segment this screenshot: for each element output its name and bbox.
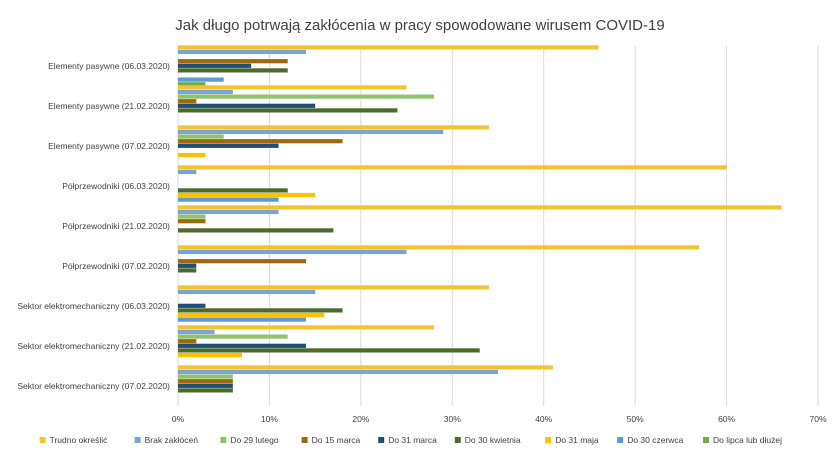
- bar: [178, 388, 233, 393]
- bar: [178, 77, 224, 82]
- bar: [178, 99, 197, 104]
- legend-label: Do 29 lutego: [230, 435, 278, 445]
- bar: [178, 125, 489, 130]
- bar: [178, 289, 316, 295]
- bar: [178, 85, 407, 90]
- bar: [178, 365, 553, 370]
- legend-label: Do 31 maja: [555, 435, 599, 445]
- bar: [178, 334, 288, 339]
- bar: [178, 143, 279, 148]
- category-label: Sektor elektromechaniczny (21.02.2020): [17, 341, 170, 351]
- bar: [178, 249, 407, 255]
- x-tick-label: 30%: [444, 414, 461, 424]
- category-label: Półprzewodniki (21.02.2020): [62, 221, 170, 231]
- bar: [178, 165, 727, 170]
- bar: [178, 45, 599, 50]
- x-tick-label: 70%: [809, 414, 826, 424]
- bar: [178, 152, 206, 158]
- bar: [178, 352, 242, 358]
- x-tick-label: 10%: [261, 414, 278, 424]
- bar: [178, 329, 215, 335]
- bar: [178, 369, 498, 375]
- legend-label: Do 30 czerwca: [627, 435, 683, 445]
- bar: [178, 285, 489, 290]
- legend-label: Do lipca lub dłużej: [713, 435, 782, 445]
- legend-swatch: [454, 437, 461, 443]
- legend-swatch: [301, 437, 308, 443]
- bar: [178, 94, 434, 99]
- bar: [178, 59, 288, 64]
- bar: [178, 49, 306, 55]
- category-label: Sektor elektromechaniczny (07.02.2020): [17, 381, 170, 391]
- bar: [178, 379, 233, 384]
- bar: [178, 317, 306, 322]
- bar: [178, 219, 206, 224]
- bar: [178, 343, 306, 348]
- legend-swatch: [545, 437, 552, 443]
- chart-title: Jak długo potrwają zakłócenia w pracy sp…: [175, 17, 664, 34]
- bar: [178, 374, 233, 379]
- bar: [178, 325, 434, 330]
- bar: [178, 209, 279, 215]
- bar: [178, 245, 700, 250]
- category-labels: Elementy pasywne (06.03.2020) Elementy pa…: [17, 61, 170, 391]
- legend-label: Do 15 marca: [312, 435, 361, 445]
- bar: [178, 82, 206, 87]
- bar: [178, 192, 316, 198]
- bars: [178, 45, 782, 393]
- legend-swatch: [220, 437, 227, 443]
- bar: [178, 214, 206, 219]
- legend-swatch: [703, 437, 709, 443]
- legend-label: Do 31 marca: [388, 435, 437, 445]
- bar: [178, 108, 398, 113]
- legend: Trudno określić Brak zakłóceń Do 29 lutego…: [39, 435, 782, 445]
- bar: [178, 228, 334, 233]
- bar: [178, 169, 197, 175]
- category-label: Elementy pasywne (07.02.2020): [48, 141, 170, 151]
- category-label: Elementy pasywne (21.02.2020): [48, 101, 170, 111]
- bar: [178, 63, 252, 68]
- bar: [178, 103, 316, 108]
- bar: [178, 197, 279, 202]
- x-tick-label: 50%: [627, 414, 644, 424]
- bar: [178, 339, 197, 344]
- bar: [178, 129, 444, 135]
- category-label: Półprzewodniki (07.02.2020): [62, 261, 170, 271]
- x-tick-labels: 0% 10% 20% 30% 40% 50% 60% 70%: [172, 414, 827, 424]
- x-tick-label: 0%: [172, 414, 185, 424]
- bar: [178, 312, 325, 318]
- bar: [178, 383, 233, 388]
- bar: [178, 263, 197, 268]
- legend-swatch: [39, 437, 46, 443]
- bar: [178, 259, 306, 264]
- x-tick-label: 20%: [352, 414, 369, 424]
- bar: [178, 188, 288, 193]
- legend-swatch: [134, 437, 141, 443]
- bar: [178, 89, 233, 95]
- legend-swatch: [617, 437, 624, 443]
- legend-swatch: [378, 437, 385, 443]
- bar: [178, 268, 197, 273]
- bar: [178, 139, 343, 144]
- legend-label: Brak zakłóceń: [145, 435, 199, 445]
- category-label: Elementy pasywne (06.03.2020): [48, 61, 170, 71]
- bar: [178, 134, 224, 139]
- x-tick-label: 40%: [535, 414, 552, 424]
- bar: [178, 308, 343, 313]
- category-label: Półprzewodniki (06.03.2020): [62, 181, 170, 191]
- legend-label: Do 30 kwietnia: [465, 435, 521, 445]
- x-tick-label: 60%: [718, 414, 735, 424]
- bar: [178, 348, 480, 353]
- bar: [178, 68, 288, 73]
- legend-label: Trudno określić: [50, 435, 109, 445]
- category-label: Sektor elektromechaniczny (06.03.2020): [17, 301, 170, 311]
- bar: [178, 205, 782, 210]
- bar: [178, 303, 206, 308]
